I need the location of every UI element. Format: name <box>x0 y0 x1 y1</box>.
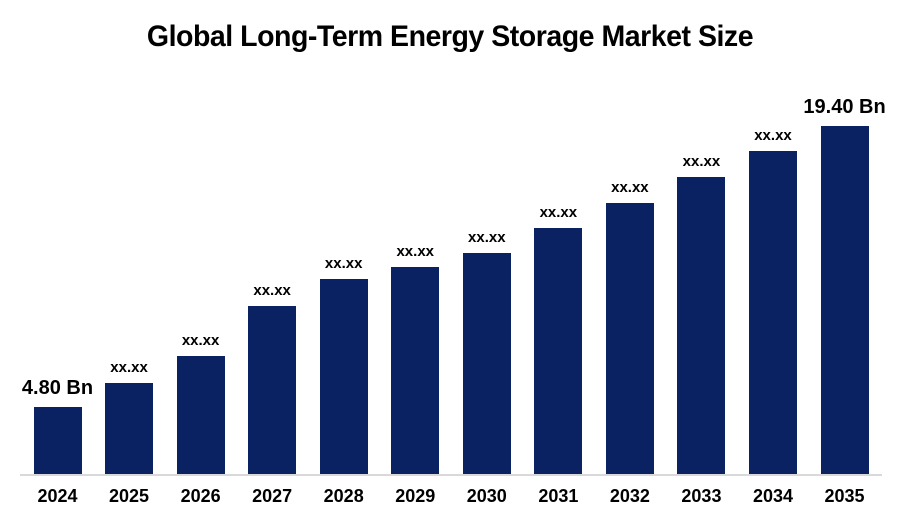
bar-2034 <box>749 151 797 476</box>
bar-value-label-2026: xx.xx <box>181 332 220 349</box>
x-axis-label-2029: 2029 <box>395 486 436 506</box>
bar-value-label-2027: xx.xx <box>253 282 291 299</box>
x-axis-label-2034: 2034 <box>752 486 794 506</box>
bar-2033 <box>677 177 726 476</box>
bar-value-label-2034: xx.xx <box>754 127 792 144</box>
bar-value-label-2028: xx.xx <box>324 255 363 272</box>
bar-2027 <box>248 306 297 476</box>
x-axis-label-2027: 2027 <box>252 486 293 506</box>
x-axis-label-2028: 2028 <box>323 486 364 506</box>
bar-value-label-2031: xx.xx <box>539 204 578 221</box>
bar-value-label-2025: xx.xx <box>110 359 148 376</box>
bar-value-label-2035: 19.40 Bn <box>803 96 886 118</box>
bar-2025 <box>105 383 154 476</box>
bar-value-label-2024: 4.80 Bn <box>21 377 94 399</box>
bar-2030 <box>462 253 511 476</box>
chart-title: Global Long-Term Energy Storage Market S… <box>146 20 754 53</box>
x-axis-label-2031: 2031 <box>538 486 579 506</box>
x-axis-line <box>20 474 882 476</box>
x-axis-label-2032: 2032 <box>609 486 650 506</box>
x-axis-label-2033: 2033 <box>681 486 722 506</box>
bar-2035 <box>820 126 869 476</box>
bar-2028 <box>319 279 368 476</box>
x-axis-label-2030: 2030 <box>466 486 507 506</box>
bar-2026 <box>176 356 225 476</box>
bar-2031 <box>534 228 583 476</box>
x-axis-label-2025: 2025 <box>109 486 150 506</box>
bar-2024 <box>33 407 82 476</box>
bar-value-label-2033: xx.xx <box>682 153 721 170</box>
bar-2029 <box>391 267 440 476</box>
bar-2032 <box>605 203 654 476</box>
bar-value-label-2032: xx.xx <box>611 179 649 196</box>
bar-value-label-2029: xx.xx <box>396 243 435 260</box>
x-axis-label-2026: 2026 <box>180 486 221 506</box>
x-axis-label-2035: 2035 <box>824 486 865 506</box>
bar-value-label-2030: xx.xx <box>468 229 506 246</box>
x-axis-label-2024: 2024 <box>37 486 78 506</box>
